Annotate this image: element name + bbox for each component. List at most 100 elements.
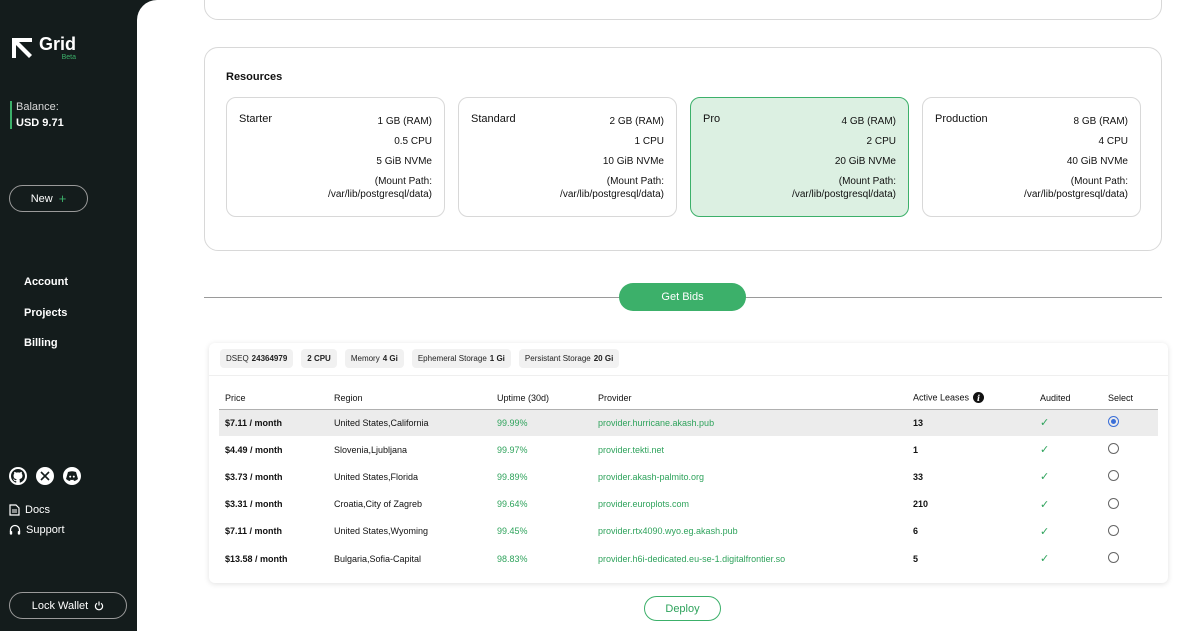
tier-storage: 10 GiB NVMe (602, 156, 664, 167)
get-bids-button[interactable]: Get Bids (619, 283, 746, 311)
lock-wallet-label: Lock Wallet (31, 599, 89, 612)
bid-uptime: 99.64% (497, 499, 528, 510)
balance-label: Balance: (16, 101, 59, 113)
tier-cpu: 0.5 CPU (394, 136, 432, 147)
bid-active-leases: 6 (913, 526, 919, 537)
bid-select-radio[interactable] (1108, 443, 1119, 455)
bid-region: United States,California (328, 409, 491, 437)
bid-region: United States,Florida (334, 471, 419, 482)
tier-mount-label: (Mount Path: (1070, 176, 1128, 187)
bid-uptime: 99.45% (497, 526, 528, 537)
bid-active-leases: 1 (913, 444, 919, 455)
tier-ram: 1 GB (RAM) (377, 116, 432, 127)
audited-check-icon: ✓ (1040, 498, 1050, 511)
bid-provider: provider.tekti.net (598, 444, 665, 455)
tier-mount-label: (Mount Path: (606, 176, 664, 187)
provider-header: Provider (592, 387, 907, 410)
bid-provider: provider.h6i-dedicated.eu-se-1.digitalfr… (598, 553, 786, 564)
balance: Balance: USD 9.71 (10, 101, 64, 129)
bid-region: Bulgaria,Sofia-Capital (334, 553, 422, 564)
app-logo[interactable]: Grid Beta (10, 35, 77, 61)
tier-card-production[interactable]: Production 8 GB (RAM) 4 CPU 40 GiB NVMe … (922, 97, 1141, 217)
info-icon[interactable]: i (973, 392, 985, 404)
tier-cpu: 4 CPU (1098, 136, 1128, 147)
support-link[interactable]: Support (9, 520, 65, 540)
cpu-chip: 2 CPU (301, 349, 337, 368)
tier-cpu: 2 CPU (866, 136, 896, 147)
price-header: Price (219, 387, 328, 410)
new-button[interactable]: New + (9, 185, 88, 212)
bid-price: $4.49 / month (225, 444, 283, 455)
sidebar-item-billing[interactable]: Billing (24, 337, 58, 349)
tier-mount-path: /var/lib/postgresql/data) (792, 189, 896, 200)
bid-select-radio[interactable] (1108, 524, 1119, 536)
tier-ram: 8 GB (RAM) (1073, 116, 1128, 127)
table-row[interactable]: $7.11 / month United States,California 9… (219, 409, 1158, 437)
tier-name: Production (935, 113, 988, 125)
persistent-value: 20 Gi (593, 354, 614, 363)
tier-cpu: 1 CPU (634, 136, 664, 147)
tier-storage: 40 GiB NVMe (1066, 156, 1128, 167)
bid-select-radio[interactable] (1108, 497, 1119, 509)
bid-uptime: 99.99% (491, 409, 592, 437)
audited-check-icon: ✓ (1040, 471, 1050, 484)
social-links (9, 467, 81, 485)
sidebar-item-account[interactable]: Account (24, 276, 68, 288)
resources-card: Resources Starter 1 GB (RAM) 0.5 CPU 5 G… (204, 47, 1162, 251)
tier-ram: 4 GB (RAM) (841, 116, 896, 127)
tier-card-pro[interactable]: Pro 4 GB (RAM) 2 CPU 20 GiB NVMe (Mount … (690, 97, 909, 217)
table-header-row: Price Region Uptime (30d) Provider Activ… (219, 387, 1158, 410)
table-row[interactable]: $13.58 / month Bulgaria,Sofia-Capital 98… (219, 545, 1158, 572)
bids-card: DSEQ 24364979 2 CPU Memory 4 Gi Ephemera… (209, 343, 1168, 583)
deploy-button[interactable]: Deploy (644, 596, 721, 621)
bid-select-radio[interactable] (1108, 470, 1119, 482)
headset-icon (9, 524, 21, 535)
balance-value: USD 9.71 (16, 117, 64, 129)
persistent-label: Persistant Storage (524, 354, 591, 363)
main-content: Resources Starter 1 GB (RAM) 0.5 CPU 5 G… (137, 0, 1200, 631)
audited-check-icon: ✓ (1040, 553, 1050, 566)
audited-check-icon: ✓ (1040, 525, 1050, 538)
bid-price: $13.58 / month (225, 553, 288, 564)
ephemeral-storage-chip: Ephemeral Storage 1 Gi (411, 349, 511, 368)
x-icon[interactable] (36, 467, 54, 485)
docs-link[interactable]: Docs (9, 500, 65, 520)
table-row[interactable]: $7.11 / month United States,Wyoming 99.4… (219, 518, 1158, 545)
tier-name: Starter (239, 113, 273, 125)
docs-label: Docs (25, 504, 51, 516)
tier-mount-label: (Mount Path: (374, 176, 432, 187)
memory-value: 4 Gi (382, 354, 398, 363)
power-icon (95, 601, 104, 610)
beta-badge: Beta (61, 54, 77, 61)
tier-card-standard[interactable]: Standard 2 GB (RAM) 1 CPU 10 GiB NVMe (M… (458, 97, 677, 217)
bid-active-leases: 13 (907, 409, 1034, 437)
bid-active-leases: 33 (913, 471, 924, 482)
memory-chip: Memory 4 Gi (344, 349, 404, 368)
bid-region: Slovenia,Ljubljana (334, 444, 408, 455)
table-row[interactable]: $3.31 / month Croatia,City of Zagreb 99.… (219, 491, 1158, 518)
bids-table: Price Region Uptime (30d) Provider Activ… (219, 387, 1158, 572)
active-leases-label: Active Leases (913, 392, 970, 403)
bid-price: $7.11 / month (225, 526, 283, 537)
tier-mount-path: /var/lib/postgresql/data) (1024, 189, 1128, 200)
bid-select-radio[interactable] (1108, 416, 1119, 428)
bid-active-leases: 210 (913, 499, 929, 510)
bid-price: $3.31 / month (225, 499, 283, 510)
sidebar-item-projects[interactable]: Projects (24, 306, 68, 319)
bid-price: $7.11 / month (219, 409, 328, 437)
tier-name: Standard (471, 113, 516, 125)
lock-wallet-button[interactable]: Lock Wallet (9, 592, 127, 619)
bid-select-radio[interactable] (1108, 552, 1119, 564)
tier-card-starter[interactable]: Starter 1 GB (RAM) 0.5 CPU 5 GiB NVMe (M… (226, 97, 445, 217)
bid-provider: provider.rtx4090.wyo.eg.akash.pub (598, 526, 738, 537)
new-button-label: New (30, 192, 53, 205)
table-row[interactable]: $4.49 / month Slovenia,Ljubljana 99.97% … (219, 436, 1158, 463)
table-row[interactable]: $3.73 / month United States,Florida 99.8… (219, 463, 1158, 490)
dseq-chip: DSEQ 24364979 (220, 349, 294, 368)
audited-check-icon: ✓ (1040, 444, 1050, 457)
footer-links: Docs Support (9, 500, 65, 540)
github-icon[interactable] (9, 467, 27, 485)
bid-region: Croatia,City of Zagreb (334, 499, 423, 510)
discord-icon[interactable] (63, 467, 81, 485)
ephemeral-label: Ephemeral Storage (417, 354, 487, 363)
